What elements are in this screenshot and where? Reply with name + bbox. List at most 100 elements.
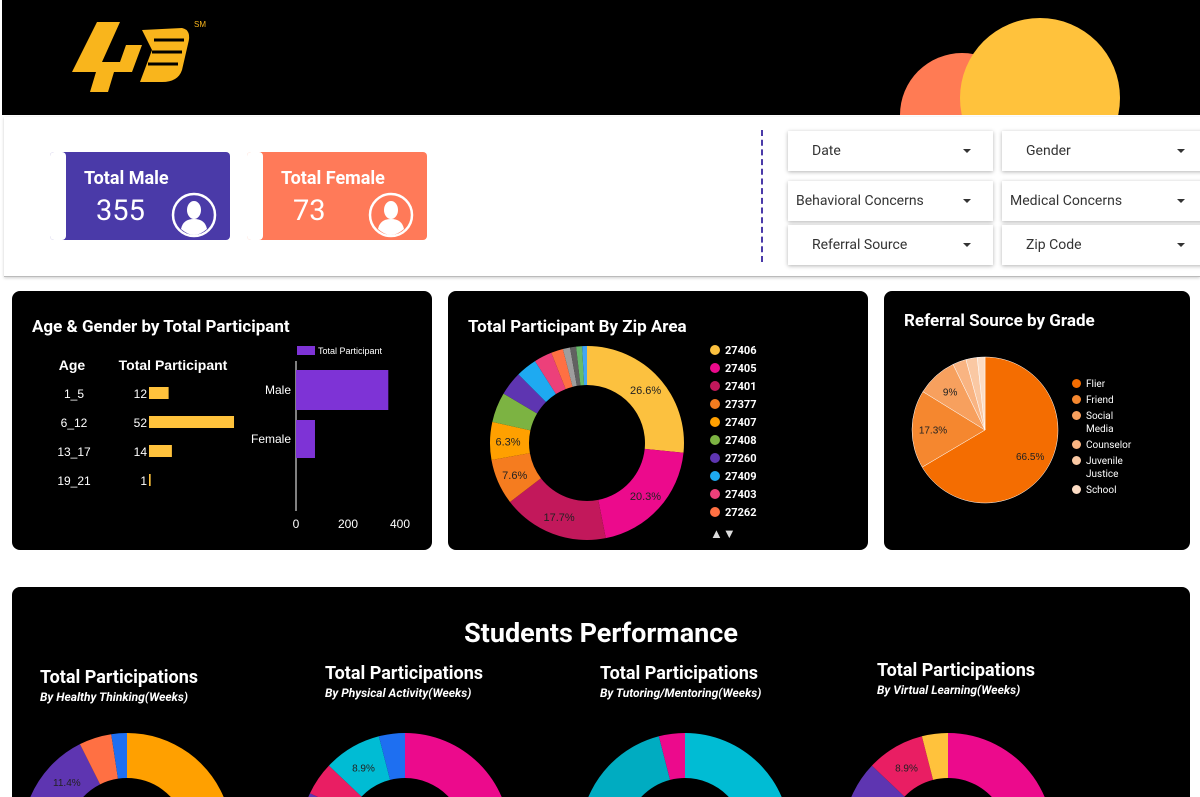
kpi-value: 73 (293, 194, 326, 228)
legend-label: Social Media (1086, 411, 1114, 435)
card-title: Referral Source by Grade (904, 311, 1095, 331)
count-bar (149, 387, 169, 399)
slice (871, 736, 934, 797)
slice (562, 347, 577, 387)
dropdown-caret (963, 243, 971, 247)
legend-dot (1072, 440, 1081, 449)
chart-subtitle: By Physical Activity(Weeks) (325, 686, 472, 700)
count-bar (149, 445, 172, 457)
legend-item: 27408 (710, 434, 757, 447)
category-label: Female (251, 432, 291, 446)
legend-item: 27401 (710, 380, 757, 393)
filter-label: Referral Source (812, 237, 908, 253)
slice-label: 9% (943, 387, 958, 398)
legend-item: Flier (1072, 378, 1152, 391)
slice-label: 17.7% (543, 512, 574, 524)
legend-label: 27408 (725, 434, 757, 447)
kpi-label: Total Male (84, 168, 169, 189)
slice (551, 349, 573, 390)
filter-dropdown[interactable]: Gender (1002, 131, 1200, 171)
filter-dropdown[interactable]: Referral Source (788, 225, 993, 265)
legend-item: 27262 (710, 506, 757, 519)
filter-dropdown[interactable]: Zip Code (1002, 225, 1200, 265)
slice (127, 733, 224, 797)
zip-chart: 26.6% 20.3% 17.7% 7.6% 6.3% (490, 346, 684, 540)
slice (328, 736, 391, 797)
legend-dot (1072, 395, 1081, 404)
legend-label: 27407 (725, 416, 757, 429)
slice-label: 26.6% (630, 385, 661, 397)
icon-body (378, 219, 404, 235)
x-tick-label: 400 (390, 517, 410, 531)
filter-label: Behavioral Concerns (796, 193, 924, 209)
slice (570, 346, 581, 386)
slice (492, 393, 538, 431)
legend-item: Juvenile Justice (1072, 455, 1152, 481)
bar (296, 420, 315, 458)
kpi-icon (171, 192, 217, 238)
icon-head (187, 201, 201, 219)
chart-title: Total Participations (325, 663, 484, 684)
dropdown-caret (1177, 199, 1185, 203)
legend-dot (710, 363, 720, 373)
legend-label: Flier (1086, 379, 1106, 390)
deco-circle (960, 18, 1120, 115)
age-gender-card: Age & Gender by Total Participant Age Tot… (12, 291, 432, 550)
legend-item: 27377 (710, 398, 757, 411)
legend-label: Total Participant (318, 346, 383, 356)
filter-dropdown[interactable]: Date (788, 131, 993, 171)
legend-item: School (1072, 484, 1152, 497)
slice-label: 17.3% (919, 426, 947, 437)
slice-label: 66.5% (1016, 452, 1044, 463)
icon-body (181, 219, 207, 235)
slice (588, 736, 671, 797)
slice (79, 734, 118, 785)
kpi-card: Total Male 355 (50, 152, 230, 240)
filter-label: Gender (1026, 143, 1071, 159)
legend-dot (710, 399, 720, 409)
filter-dropdown[interactable]: Behavioral Concerns (788, 181, 993, 221)
icon-head (384, 201, 398, 219)
slice (405, 733, 502, 797)
performance-charts: 11.4%8.9%9.9%8.9% (30, 733, 1045, 797)
slice (976, 356, 986, 431)
slice (518, 361, 556, 402)
slice (503, 374, 546, 414)
legend-item: Counselor (1072, 439, 1152, 452)
slice (658, 733, 685, 780)
legend-dot (710, 345, 720, 355)
slice (490, 421, 531, 460)
slice (921, 356, 1059, 504)
legend-item: 27260 (710, 452, 757, 465)
chart-title: Total Participations (877, 660, 1036, 681)
legend-label: 27403 (725, 488, 757, 501)
header-art: SM (72, 18, 1120, 115)
slice-label: 7.6% (502, 470, 527, 482)
count-label: 52 (134, 416, 148, 430)
zip-card: Total Participant By Zip Area ▲▼ 26.6% 20… (448, 291, 868, 550)
legend-label: Friend (1086, 395, 1114, 406)
age-label: 13_17 (57, 445, 91, 459)
legend-label: 27409 (725, 470, 757, 483)
legend-dot (1072, 411, 1081, 420)
slice (111, 733, 127, 779)
legend-dot (1072, 379, 1081, 388)
legend-label: Juvenile Justice (1086, 456, 1123, 480)
slice-label: 8.9% (352, 763, 375, 774)
count-label: 12 (134, 387, 148, 401)
slice (535, 352, 566, 395)
legend-pager[interactable]: ▲▼ (710, 527, 736, 542)
legend-item: 27406 (710, 344, 757, 357)
age-label: 6_12 (61, 416, 88, 430)
referral-card: Referral Source by Grade 66.5% 17.3% 9% Fli… (884, 291, 1190, 550)
column-header: Total Participant (119, 357, 228, 373)
slice (851, 765, 905, 797)
legend-swatch (297, 346, 315, 355)
slice-label: 11.4% (53, 778, 81, 789)
filter-dropdown[interactable]: Medical Concerns (1002, 181, 1200, 221)
legend-label: 27406 (725, 344, 757, 357)
slice-label: 8.9% (895, 763, 918, 774)
legend-item: Social Media (1072, 410, 1152, 436)
legend-label: 27405 (725, 362, 757, 375)
